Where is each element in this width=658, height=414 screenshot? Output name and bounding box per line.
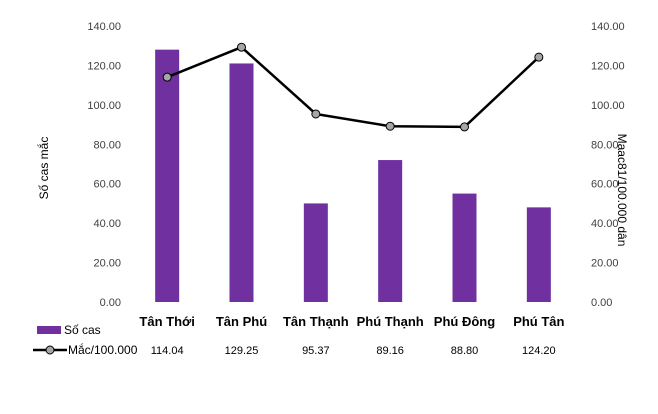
category-label: Tân Phú [216,314,267,329]
bar [155,49,180,303]
line-point [534,52,544,62]
right-axis-title: Maac81/100.000 dân [615,134,629,247]
line-point [460,122,469,132]
line-point [162,72,172,82]
right-tick-label: 140.00 [591,21,625,33]
legend-label-line: Mắc/100.000 [68,342,138,357]
left-tick-label: 140.00 [87,21,121,33]
left-tick-label: 60.00 [93,179,121,191]
right-tick-label: 40.00 [591,218,619,230]
left-axis-title: Số cas mắc [36,137,51,200]
legend-label-bars: Số cas [64,323,101,337]
legend-marker [45,345,55,355]
legend-swatch-bars [37,326,61,334]
right-tick-label: 80.00 [591,139,619,151]
legend: Số cas Mắc/100.000 [33,323,138,357]
bar [378,160,403,302]
right-tick-label: 20.00 [591,258,619,270]
category-label: Phú Thạnh [357,314,424,329]
line-point [237,42,246,52]
table-value: 114.04 [151,345,184,357]
table-value: 88.80 [451,345,479,357]
table-value: 124.20 [522,345,556,357]
bar [303,203,328,302]
left-tick-label: 120.00 [87,60,121,72]
right-tick-label: 100.00 [591,100,625,112]
table-value: 95.37 [302,345,330,357]
bar [452,193,477,302]
category-label: Tân Thạnh [283,314,349,329]
right-tick-label: 60.00 [591,179,619,191]
line-point [311,109,321,119]
bar [229,63,254,303]
line-point [385,121,395,131]
left-tick-label: 0.00 [100,297,121,309]
category-label: Phú Đông [434,314,495,329]
left-tick-label: 20.00 [93,258,121,270]
left-tick-label: 80.00 [93,139,121,151]
category-label: Tân Thới [139,314,194,329]
table-value: 129.25 [225,345,259,357]
line-series [166,45,540,129]
category-label: Phú Tân [513,314,564,329]
table-value: 89.16 [376,345,404,357]
bar [526,207,551,302]
left-tick-label: 100.00 [87,100,121,112]
left-tick-label: 40.00 [93,218,121,230]
right-tick-label: 0.00 [591,297,612,309]
right-tick-label: 120.00 [591,60,625,72]
